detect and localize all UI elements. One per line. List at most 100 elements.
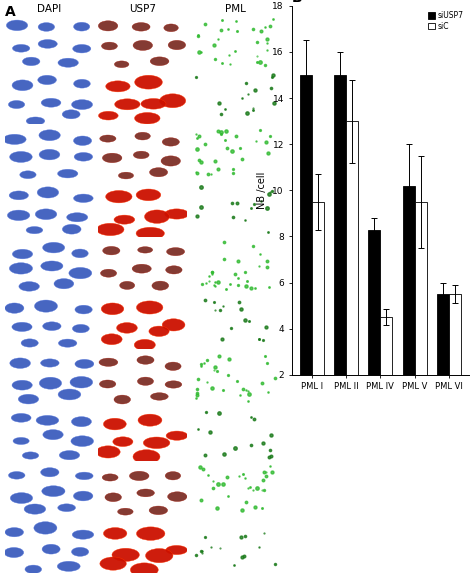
Ellipse shape [69, 267, 92, 279]
Ellipse shape [72, 417, 91, 427]
Ellipse shape [97, 223, 124, 236]
Ellipse shape [5, 303, 24, 313]
Ellipse shape [119, 281, 135, 290]
Ellipse shape [73, 136, 91, 145]
Ellipse shape [39, 149, 60, 160]
Ellipse shape [73, 45, 91, 53]
Bar [346, 121, 358, 421]
Ellipse shape [106, 190, 132, 203]
Ellipse shape [9, 152, 32, 163]
Bar [300, 75, 311, 421]
Ellipse shape [151, 393, 168, 400]
Ellipse shape [133, 41, 153, 50]
Ellipse shape [6, 20, 27, 31]
Ellipse shape [133, 450, 160, 464]
Ellipse shape [9, 101, 25, 109]
Ellipse shape [137, 489, 155, 497]
Ellipse shape [57, 561, 80, 571]
Ellipse shape [42, 544, 60, 554]
Ellipse shape [138, 414, 162, 426]
Ellipse shape [75, 472, 93, 480]
Ellipse shape [96, 446, 120, 458]
Ellipse shape [105, 493, 121, 501]
Ellipse shape [168, 41, 186, 50]
Ellipse shape [20, 171, 36, 179]
Ellipse shape [34, 522, 57, 534]
Ellipse shape [39, 377, 62, 389]
Ellipse shape [11, 413, 31, 422]
Ellipse shape [8, 210, 30, 221]
Ellipse shape [58, 389, 81, 400]
Ellipse shape [100, 380, 116, 388]
Ellipse shape [73, 491, 93, 501]
Ellipse shape [67, 212, 88, 222]
Ellipse shape [136, 189, 161, 201]
Ellipse shape [38, 23, 55, 31]
Ellipse shape [114, 61, 129, 68]
Ellipse shape [10, 358, 30, 368]
Ellipse shape [102, 474, 118, 481]
Ellipse shape [12, 250, 33, 259]
Ellipse shape [115, 99, 140, 110]
Ellipse shape [168, 492, 187, 501]
Ellipse shape [165, 266, 182, 274]
Ellipse shape [75, 360, 94, 368]
Ellipse shape [135, 75, 163, 89]
Ellipse shape [143, 437, 170, 449]
Text: A: A [5, 5, 16, 19]
Ellipse shape [21, 339, 38, 347]
Bar [449, 294, 461, 421]
Ellipse shape [26, 117, 45, 125]
Ellipse shape [39, 130, 60, 141]
Ellipse shape [72, 530, 94, 539]
Ellipse shape [164, 209, 189, 219]
Ellipse shape [135, 132, 150, 140]
Ellipse shape [99, 358, 118, 367]
Ellipse shape [10, 493, 33, 504]
Ellipse shape [35, 209, 57, 219]
Ellipse shape [101, 42, 118, 50]
Bar [437, 294, 449, 421]
Ellipse shape [12, 80, 33, 91]
Ellipse shape [150, 57, 169, 65]
Ellipse shape [35, 300, 57, 312]
Ellipse shape [146, 548, 173, 563]
Text: B: B [292, 0, 302, 5]
Ellipse shape [43, 430, 63, 439]
Ellipse shape [114, 395, 130, 404]
Ellipse shape [5, 527, 24, 537]
Bar [311, 202, 324, 421]
Ellipse shape [19, 281, 39, 291]
Ellipse shape [41, 98, 61, 107]
Ellipse shape [103, 418, 126, 430]
Ellipse shape [72, 100, 92, 109]
Ellipse shape [38, 75, 56, 85]
Ellipse shape [132, 23, 150, 31]
Bar [368, 229, 381, 421]
Ellipse shape [135, 112, 160, 124]
Ellipse shape [37, 187, 59, 198]
Ellipse shape [129, 471, 149, 481]
Ellipse shape [22, 57, 40, 65]
Ellipse shape [54, 278, 74, 289]
Ellipse shape [38, 39, 57, 48]
Ellipse shape [57, 169, 78, 178]
Ellipse shape [103, 527, 127, 539]
Ellipse shape [166, 431, 188, 440]
Ellipse shape [12, 380, 32, 390]
Ellipse shape [114, 215, 135, 224]
Ellipse shape [100, 557, 127, 570]
Ellipse shape [113, 437, 133, 446]
Ellipse shape [166, 248, 185, 256]
Ellipse shape [41, 359, 59, 367]
Ellipse shape [75, 305, 92, 314]
Ellipse shape [9, 263, 33, 274]
Ellipse shape [118, 172, 134, 179]
Ellipse shape [58, 58, 78, 67]
Ellipse shape [41, 468, 59, 477]
Text: PML: PML [225, 4, 246, 14]
Text: DAPI: DAPI [37, 4, 62, 14]
Ellipse shape [137, 527, 165, 540]
Ellipse shape [106, 81, 130, 92]
Ellipse shape [130, 563, 158, 577]
